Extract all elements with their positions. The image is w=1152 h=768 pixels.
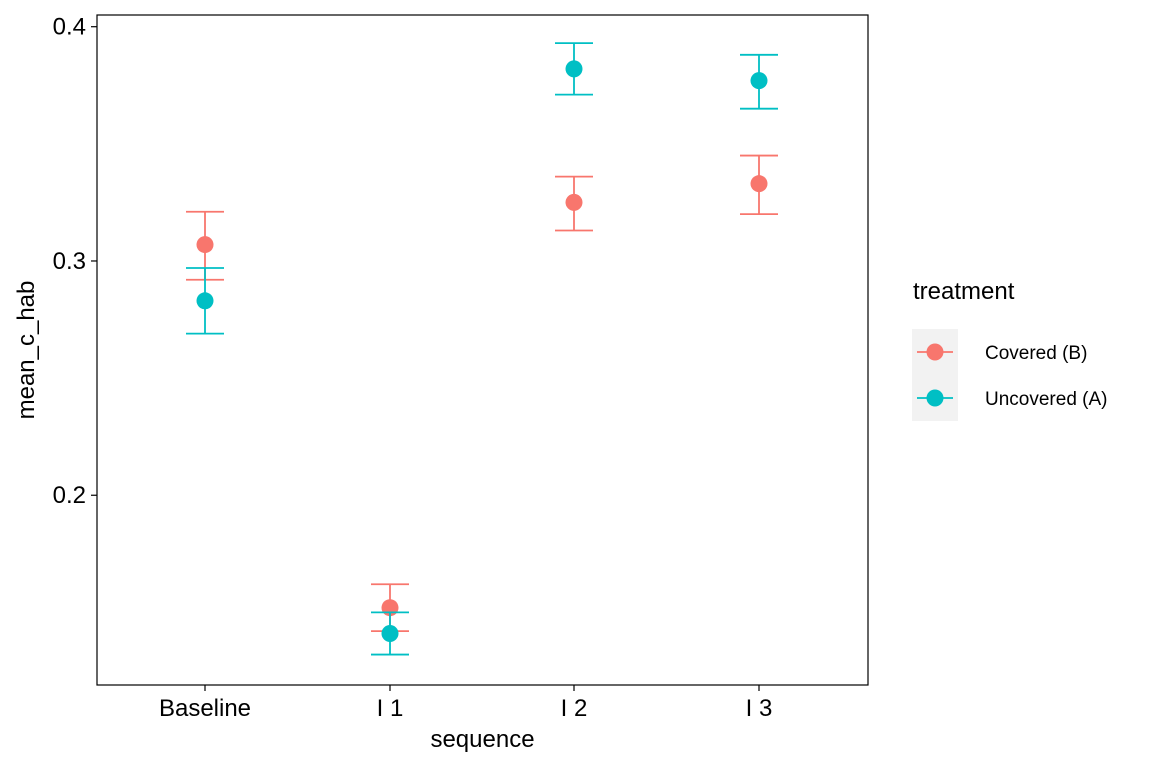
x-axis-title: sequence [430,726,534,753]
legend-label: Uncovered (A) [985,389,1108,410]
series-2 [186,42,778,656]
data-point [750,72,768,90]
data-point [381,624,399,642]
legend-key-point [926,343,944,361]
data-point [196,292,214,310]
legend: treatment Covered (B) Uncovered (A) [912,278,1108,421]
legend-title: treatment [913,278,1015,305]
data-point [196,236,214,254]
legend-label: Covered (B) [985,343,1087,364]
panel-border [96,14,869,686]
legend-key-point [926,389,944,407]
y-tick-label: 0.4 [53,14,86,41]
x-tick-label: I 3 [746,695,773,722]
x-tick-label: Baseline [159,695,251,722]
plot-area [186,42,778,656]
y-axis-title: mean_c_hab [13,281,40,420]
data-point [750,175,768,193]
series-1 [186,154,778,633]
y-tick-label: 0.3 [53,248,86,275]
y-tick-label: 0.2 [53,482,86,509]
data-point [565,193,583,211]
axes: 0.2 0.3 0.4 Baseline I 1 I 2 I 3 [53,14,869,722]
x-tick-label: I 2 [561,695,588,722]
x-tick-label: I 1 [377,695,404,722]
data-point [565,60,583,78]
